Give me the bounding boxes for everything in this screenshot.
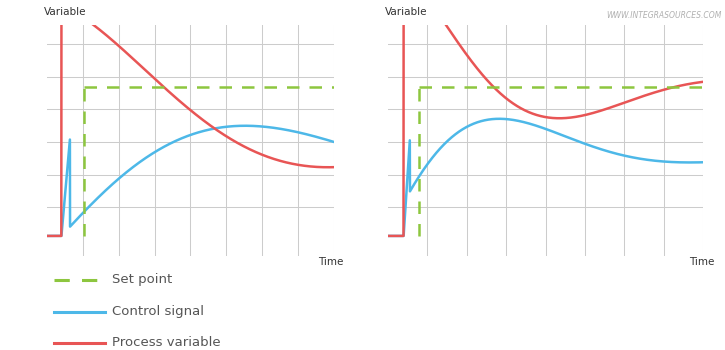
Text: Variable: Variable	[385, 7, 427, 17]
Text: Time: Time	[318, 258, 344, 267]
Text: Process variable: Process variable	[112, 336, 221, 350]
Text: Set point: Set point	[112, 273, 173, 287]
Text: Control signal: Control signal	[112, 305, 204, 318]
Text: Time: Time	[689, 258, 714, 267]
Text: WWW.INTEGRASOURCES.COM: WWW.INTEGRASOURCES.COM	[606, 10, 721, 20]
Text: Variable: Variable	[44, 7, 87, 17]
